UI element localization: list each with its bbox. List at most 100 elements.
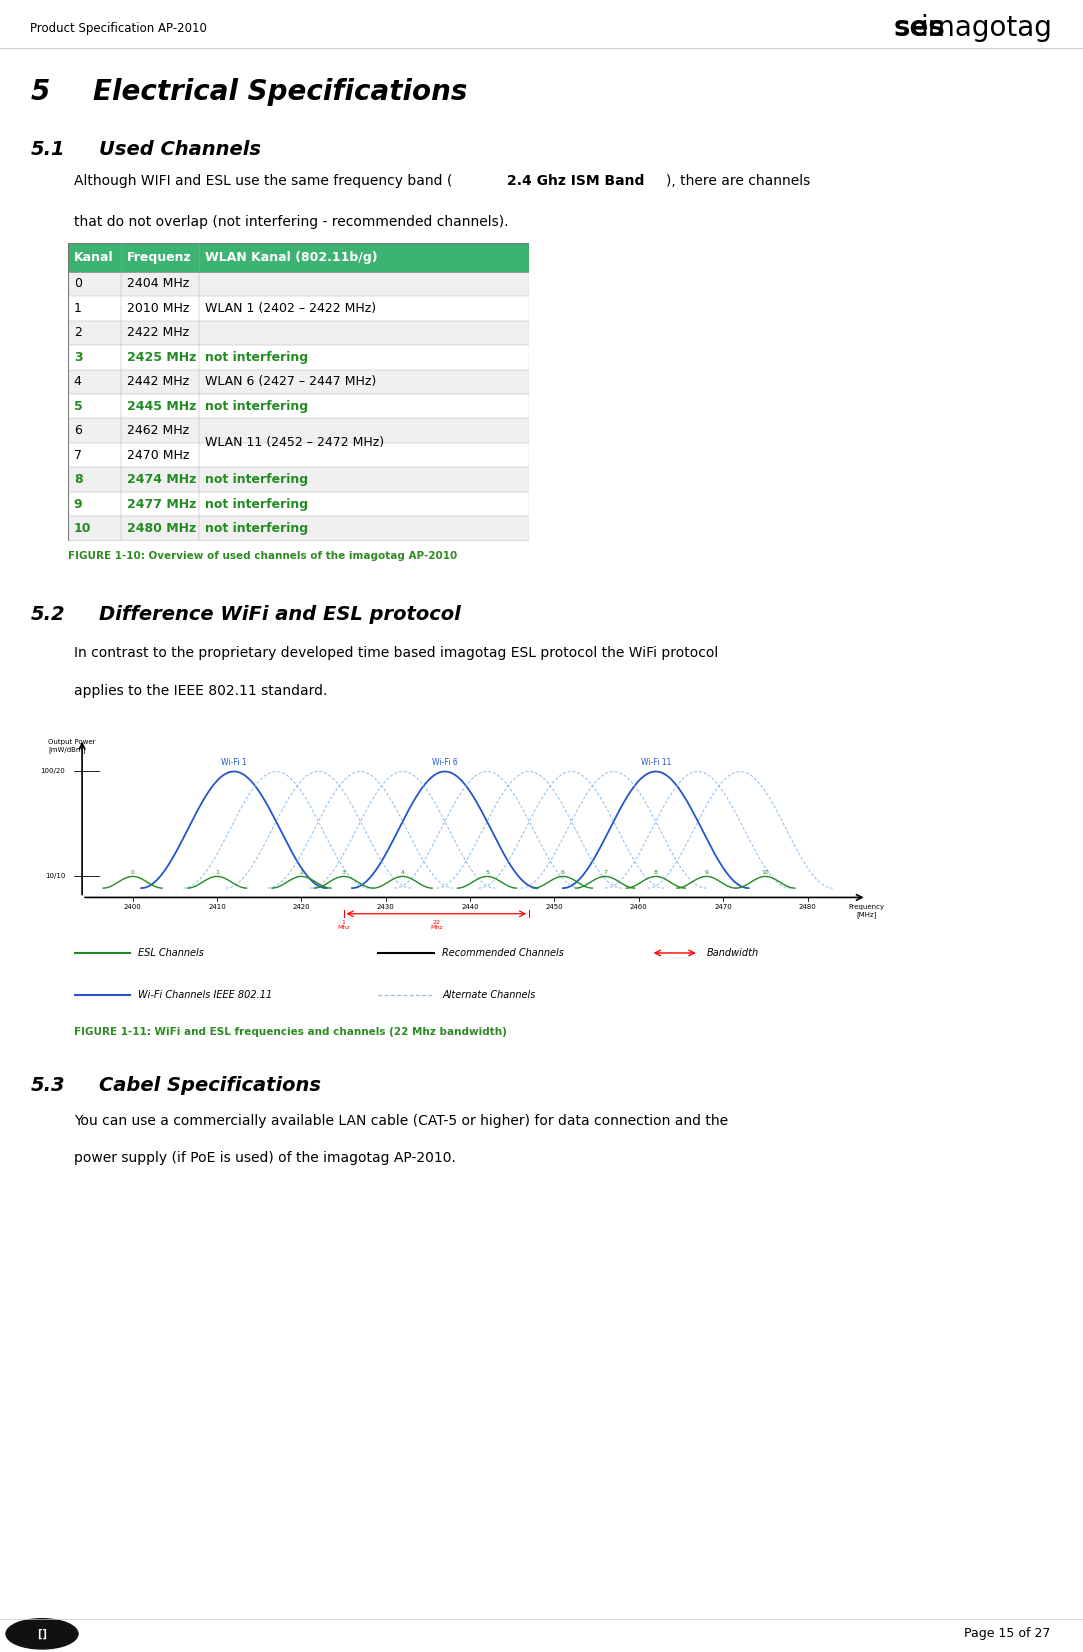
Bar: [68, 370, 529, 395]
Text: 2450: 2450: [546, 904, 563, 910]
Text: Difference WiFi and ESL protocol: Difference WiFi and ESL protocol: [99, 605, 460, 624]
Text: that do not overlap (not interfering - recommended channels).: that do not overlap (not interfering - r…: [74, 215, 508, 230]
Text: 1: 1: [74, 302, 81, 316]
Text: 2442 MHz: 2442 MHz: [127, 375, 188, 388]
Text: Wi-Fi 1: Wi-Fi 1: [221, 758, 247, 767]
Text: 2480 MHz: 2480 MHz: [127, 522, 196, 535]
Bar: [68, 517, 529, 540]
Text: Wi-Fi 11: Wi-Fi 11: [640, 758, 670, 767]
Text: 2420: 2420: [292, 904, 310, 910]
Text: Wi-Fi Channels IEEE 802.11: Wi-Fi Channels IEEE 802.11: [138, 990, 272, 999]
Text: Frequenz: Frequenz: [127, 251, 192, 264]
Text: 2.4 Ghz ISM Band: 2.4 Ghz ISM Band: [507, 173, 644, 188]
Bar: [68, 418, 529, 443]
Text: 22
Mhz: 22 Mhz: [430, 920, 443, 930]
Text: 10/10: 10/10: [44, 874, 65, 879]
Text: 2410: 2410: [208, 904, 226, 910]
Text: Page 15 of 27: Page 15 of 27: [964, 1627, 1051, 1640]
Text: 2400: 2400: [123, 904, 142, 910]
Text: Alternate Channels: Alternate Channels: [442, 990, 536, 999]
Text: 9: 9: [704, 869, 708, 874]
Text: 5: 5: [485, 869, 488, 874]
Text: Electrical Specifications: Electrical Specifications: [93, 78, 468, 106]
Text: You can use a commercially available LAN cable (CAT-5 or higher) for data connec: You can use a commercially available LAN…: [74, 1113, 728, 1128]
Text: power supply (if PoE is used) of the imagotag AP-2010.: power supply (if PoE is used) of the ima…: [74, 1151, 456, 1165]
Text: 2404 MHz: 2404 MHz: [127, 278, 188, 291]
Text: 3: 3: [341, 869, 345, 874]
Text: 10: 10: [74, 522, 91, 535]
Bar: [68, 443, 529, 468]
Text: 5: 5: [30, 78, 50, 106]
Text: Kanal: Kanal: [74, 251, 114, 264]
Text: 3: 3: [74, 350, 82, 363]
Text: 2440: 2440: [461, 904, 479, 910]
Text: 2480: 2480: [798, 904, 817, 910]
Text: 5.2: 5.2: [30, 605, 65, 624]
Text: Used Channels: Used Channels: [99, 140, 261, 159]
Text: Although WIFI and ESL use the same frequency band (: Although WIFI and ESL use the same frequ…: [74, 173, 452, 188]
Text: Wi-Fi 6: Wi-Fi 6: [432, 758, 458, 767]
Bar: [68, 468, 529, 492]
Text: not interfering: not interfering: [205, 400, 308, 413]
Bar: [68, 273, 529, 296]
Text: Frequency
[MHz]: Frequency [MHz]: [849, 904, 885, 919]
Text: 2477 MHz: 2477 MHz: [127, 497, 196, 510]
Text: 8: 8: [74, 472, 82, 486]
Text: FIGURE 1-11: WiFi and ESL frequencies and channels (22 Mhz bandwidth): FIGURE 1-11: WiFi and ESL frequencies an…: [74, 1028, 507, 1037]
Text: Output Power
[mW/dBm]: Output Power [mW/dBm]: [49, 738, 95, 753]
Text: 2: 2: [299, 869, 303, 874]
Text: imagotag: imagotag: [921, 15, 1053, 41]
Bar: [68, 395, 529, 418]
Text: not interfering: not interfering: [205, 472, 308, 486]
Text: 6: 6: [561, 869, 565, 874]
Text: Recommended Channels: Recommended Channels: [442, 948, 564, 958]
Text: 2: 2: [74, 327, 81, 339]
Text: 0: 0: [74, 278, 81, 291]
Text: 2460: 2460: [630, 904, 648, 910]
Text: Bandwidth: Bandwidth: [707, 948, 759, 958]
Text: 2470 MHz: 2470 MHz: [127, 449, 190, 461]
Text: not interfering: not interfering: [205, 522, 308, 535]
Text: ), there are channels: ), there are channels: [666, 173, 810, 188]
Text: Product Specification AP-2010: Product Specification AP-2010: [30, 21, 207, 35]
Text: 2470: 2470: [715, 904, 732, 910]
Text: 2010 MHz: 2010 MHz: [127, 302, 190, 316]
Text: WLAN 6 (2427 – 2447 MHz): WLAN 6 (2427 – 2447 MHz): [205, 375, 376, 388]
Text: 7: 7: [603, 869, 608, 874]
Text: 5: 5: [74, 400, 82, 413]
Text: 10: 10: [761, 869, 769, 874]
Text: 100/20: 100/20: [40, 768, 65, 775]
Text: 0: 0: [131, 869, 134, 874]
Text: 5.3: 5.3: [30, 1075, 65, 1095]
Bar: [68, 296, 529, 320]
Bar: [68, 320, 529, 345]
Text: not interfering: not interfering: [205, 497, 308, 510]
Text: FIGURE 1-10: Overview of used channels of the imagotag AP-2010: FIGURE 1-10: Overview of used channels o…: [68, 550, 457, 560]
Text: WLAN Kanal (802.11b/g): WLAN Kanal (802.11b/g): [205, 251, 378, 264]
Text: WLAN 11 (2452 – 2472 MHz): WLAN 11 (2452 – 2472 MHz): [205, 436, 384, 449]
Text: 2422 MHz: 2422 MHz: [127, 327, 188, 339]
Text: ses: ses: [893, 15, 945, 41]
Text: 2462 MHz: 2462 MHz: [127, 425, 188, 438]
Text: not interfering: not interfering: [205, 350, 308, 363]
Text: [​]: [​]: [38, 1629, 47, 1639]
Bar: [68, 345, 529, 370]
Text: 2474 MHz: 2474 MHz: [127, 472, 196, 486]
Text: WLAN 1 (2402 – 2422 MHz): WLAN 1 (2402 – 2422 MHz): [205, 302, 376, 316]
Ellipse shape: [6, 1619, 78, 1649]
Text: 2425 MHz: 2425 MHz: [127, 350, 196, 363]
Text: Cabel Specifications: Cabel Specifications: [99, 1075, 321, 1095]
Text: 4: 4: [74, 375, 81, 388]
Text: In contrast to the proprietary developed time based imagotag ESL protocol the Wi: In contrast to the proprietary developed…: [74, 646, 718, 661]
Bar: [68, 492, 529, 517]
Text: 6: 6: [74, 425, 81, 438]
Text: 1: 1: [216, 869, 219, 874]
Text: 2430: 2430: [377, 904, 394, 910]
Text: 2445 MHz: 2445 MHz: [127, 400, 196, 413]
Text: 8: 8: [654, 869, 657, 874]
Text: 4: 4: [401, 869, 405, 874]
Text: applies to the IEEE 802.11 standard.: applies to the IEEE 802.11 standard.: [74, 684, 327, 697]
Text: 5.1: 5.1: [30, 140, 65, 159]
Text: 9: 9: [74, 497, 82, 510]
Text: 1
Mhz: 1 Mhz: [337, 920, 350, 930]
